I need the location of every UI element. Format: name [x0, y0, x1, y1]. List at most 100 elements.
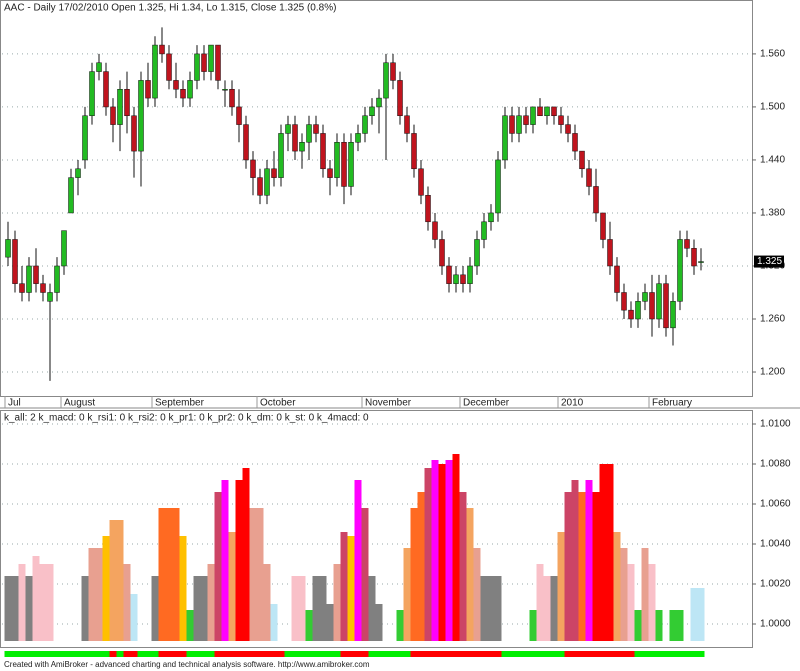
candle-body — [26, 265, 32, 293]
indicator-bar — [214, 492, 222, 641]
indicator-bar — [676, 610, 684, 641]
candle-body — [656, 283, 662, 320]
candle-body — [334, 142, 340, 178]
y-tick-label: 1.500 — [760, 102, 785, 113]
indicator-bar — [305, 610, 313, 641]
indicator-bar — [466, 508, 474, 641]
indicator-bar — [207, 564, 215, 641]
y-tick-label: 1.200 — [760, 367, 785, 378]
indicator-bar — [417, 492, 425, 641]
candle-body — [320, 133, 326, 170]
y-tick-label: 1.0040 — [760, 539, 791, 550]
indicator-bar — [340, 532, 348, 641]
candle-body — [481, 221, 487, 240]
indicator-bar — [18, 564, 26, 641]
candle-body — [159, 44, 165, 55]
candle-body — [509, 115, 515, 134]
y-tick-label: 1.0100 — [760, 419, 791, 430]
candle-body — [691, 248, 697, 267]
candle-body — [5, 239, 11, 258]
indicator-bar — [354, 480, 362, 641]
candle-body — [40, 283, 46, 293]
candle-body — [593, 186, 599, 214]
signal-ribbon — [340, 651, 369, 657]
footer: Created with AmiBroker - advanced charti… — [4, 660, 370, 669]
price-pane — [0, 0, 753, 397]
signal-ribbon — [564, 651, 635, 657]
indicator-bar — [102, 536, 110, 641]
candle-body — [201, 53, 207, 72]
candle-body — [152, 44, 158, 99]
candle-body — [103, 71, 109, 108]
indicator-bar — [81, 576, 89, 641]
candle-body — [257, 177, 263, 196]
indicator-bar — [494, 576, 502, 641]
candle-body — [453, 274, 459, 284]
candle-body — [117, 88, 123, 125]
candle-body — [348, 142, 354, 187]
signal-ribbon — [116, 651, 124, 657]
indicator-bar — [606, 464, 614, 641]
indicator-bar — [669, 610, 677, 641]
candle-body — [82, 115, 88, 161]
candle-body — [194, 53, 200, 81]
candle-body — [285, 124, 291, 134]
indicator-bar — [4, 576, 12, 641]
candle-body — [404, 115, 410, 134]
indicator-bar — [571, 480, 579, 641]
candle-body — [131, 115, 137, 152]
candle-body — [250, 159, 256, 178]
indicator-title: k_all: 2 k_macd: 0 k_rsi1: 0 k_rsi2: 0 k… — [4, 413, 369, 424]
indicator-bar — [270, 604, 278, 641]
candle-body — [208, 44, 214, 72]
candle-body — [264, 168, 270, 196]
indicator-bar — [473, 548, 481, 641]
candle-body — [670, 301, 676, 329]
y-tick-label: 1.0000 — [760, 619, 791, 630]
indicator-bar — [130, 594, 138, 641]
indicator-bar — [291, 576, 299, 641]
candle-body — [47, 292, 53, 302]
candle-body — [579, 150, 585, 170]
candle-body — [439, 239, 445, 267]
indicator-bar — [242, 468, 250, 641]
candle-body — [243, 124, 249, 161]
x-tick-label: October — [260, 398, 296, 409]
x-tick-label: 2010 — [561, 398, 584, 409]
indicator-bar — [361, 508, 369, 641]
candle-body — [418, 168, 424, 196]
candle-body — [432, 221, 438, 240]
indicator-bar — [634, 610, 642, 641]
indicator-bar — [333, 564, 341, 641]
candle-body — [530, 106, 536, 125]
candle-body — [362, 115, 368, 134]
indicator-bar — [116, 520, 124, 641]
indicator-bar — [599, 464, 607, 641]
candle-body — [488, 212, 494, 223]
indicator-bar — [312, 576, 320, 641]
candle-body — [614, 265, 620, 293]
last-price-box — [754, 255, 784, 268]
indicator-bar — [550, 576, 558, 641]
candle-body — [369, 106, 375, 117]
candle-body — [341, 142, 347, 187]
candle-body — [649, 292, 655, 320]
indicator-bar — [256, 508, 264, 641]
candle-body — [89, 71, 95, 117]
x-tick-label: December — [463, 398, 510, 409]
y-tick-label: 1.0080 — [760, 459, 791, 470]
indicator-bar — [396, 610, 404, 641]
candle-body — [33, 265, 39, 284]
indicator-bar — [95, 548, 103, 641]
candle-body — [628, 309, 634, 320]
candle-body — [383, 62, 389, 99]
candle-body — [544, 106, 550, 117]
candle-body — [467, 265, 473, 284]
indicator-bar — [459, 492, 467, 641]
indicator-bar — [263, 564, 271, 641]
candle-body — [425, 195, 431, 223]
indicator-bar — [585, 480, 593, 641]
candle-body — [327, 168, 333, 178]
candle-body — [698, 261, 704, 263]
